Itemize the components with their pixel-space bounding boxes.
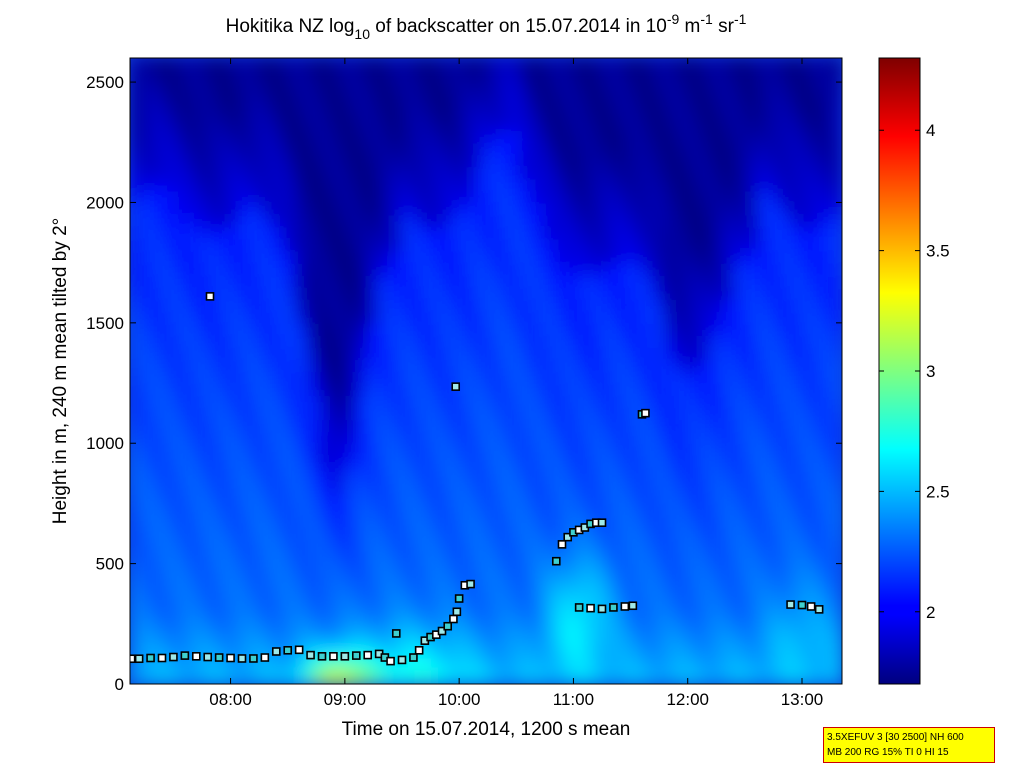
cloud-base-marker bbox=[317, 652, 327, 661]
cloud-base-marker bbox=[597, 604, 607, 614]
cloud-base-marker bbox=[806, 602, 816, 611]
cloud-base-marker bbox=[641, 408, 650, 418]
y-tick-label: 1500 bbox=[86, 314, 124, 333]
x-tick-label: 11:00 bbox=[553, 690, 594, 709]
x-tick-label: 10:00 bbox=[438, 690, 481, 709]
cloud-base-marker bbox=[609, 603, 618, 612]
cloud-base-marker bbox=[157, 653, 167, 663]
cloud-base-marker bbox=[437, 626, 447, 636]
x-tick-label: 12:00 bbox=[666, 690, 709, 709]
cloud-base-marker bbox=[443, 621, 453, 631]
y-tick-label: 500 bbox=[96, 555, 124, 574]
colorbar-ticks: 2 2.5 3 3.5 4 bbox=[879, 121, 950, 622]
cloud-base-marker bbox=[797, 600, 807, 610]
colorbar-tick-label: 2.5 bbox=[926, 482, 950, 501]
x-tick-label: 13:00 bbox=[781, 690, 824, 709]
info-line-2: MB 200 RG 15% TI 0 HI 15 bbox=[827, 747, 949, 758]
cloud-base-marker bbox=[134, 654, 144, 664]
cloud-base-marker bbox=[363, 650, 373, 660]
cloud-base-marker bbox=[409, 653, 418, 662]
cloud-base-marker bbox=[452, 607, 462, 617]
cloud-base-marker bbox=[249, 654, 258, 663]
cloud-base-marker bbox=[260, 653, 270, 662]
y-tick-label: 0 bbox=[115, 675, 124, 694]
cloud-base-marker bbox=[557, 540, 567, 549]
cloud-base-marker bbox=[306, 650, 315, 660]
heatmap-field bbox=[130, 58, 842, 684]
cloud-base-marker bbox=[191, 652, 201, 661]
x-axis-label: Time on 15.07.2014, 1200 s mean bbox=[342, 719, 631, 740]
cloud-base-marker bbox=[454, 594, 464, 603]
y-axis-label: Height in m, 240 m mean tilted by 2° bbox=[50, 218, 71, 524]
cloud-base-marker bbox=[449, 614, 458, 624]
cloud-base-marker bbox=[180, 651, 190, 660]
cloud-base-marker bbox=[203, 652, 213, 662]
cloud-base-marker bbox=[214, 653, 224, 662]
cloud-base-marker bbox=[226, 653, 235, 663]
colorbar-tick-label: 2 bbox=[926, 603, 935, 622]
colorbar-tick-label: 4 bbox=[926, 121, 935, 140]
cloud-base-marker bbox=[563, 532, 573, 542]
cloud-base-marker bbox=[283, 645, 293, 655]
cloud-base-markers bbox=[130, 292, 824, 666]
cloud-base-marker bbox=[397, 655, 407, 665]
cloud-base-marker bbox=[294, 645, 304, 655]
cloud-base-marker bbox=[329, 652, 338, 661]
cloud-base-marker bbox=[351, 651, 361, 660]
x-axis: 08:00 09:00 10:00 11:00 12:00 13:00 bbox=[209, 58, 823, 709]
x-tick-label: 08:00 bbox=[209, 690, 252, 709]
cloud-base-marker bbox=[586, 603, 595, 613]
cloud-base-marker bbox=[628, 601, 638, 611]
cloud-base-marker bbox=[574, 603, 584, 612]
y-tick-label: 2000 bbox=[86, 193, 124, 212]
y-tick-label: 1000 bbox=[86, 434, 124, 453]
cloud-base-marker bbox=[271, 647, 281, 656]
cloud-base-marker bbox=[814, 605, 824, 614]
settings-info-box: 3.5XEFUV 3 [30 2500] NH 600 MB 200 RG 15… bbox=[823, 727, 995, 763]
cloud-base-marker bbox=[391, 629, 401, 638]
info-line-1: 3.5XEFUV 3 [30 2500] NH 600 bbox=[827, 732, 964, 743]
y-tick-label: 2500 bbox=[86, 73, 124, 92]
cloud-base-marker bbox=[237, 654, 247, 663]
colorbar bbox=[878, 57, 921, 685]
cloud-base-marker bbox=[786, 600, 795, 609]
colorbar-tick-label: 3.5 bbox=[926, 242, 950, 261]
x-tick-label: 09:00 bbox=[324, 690, 367, 709]
colorbar-tick-label: 3 bbox=[926, 362, 935, 381]
cloud-base-marker bbox=[169, 652, 178, 662]
cloud-base-marker bbox=[620, 602, 630, 611]
cloud-base-marker bbox=[551, 556, 561, 566]
y-axis: 0 500 1000 1500 2000 2500 bbox=[86, 73, 842, 694]
cloud-base-marker bbox=[146, 653, 155, 663]
cloud-base-marker bbox=[466, 579, 475, 589]
cloud-base-marker bbox=[340, 652, 350, 661]
cloud-base-marker bbox=[597, 518, 607, 527]
cloud-base-marker bbox=[130, 654, 136, 664]
cloud-base-marker bbox=[414, 645, 424, 655]
cloud-base-marker bbox=[386, 656, 395, 666]
plot-frame bbox=[129, 57, 843, 685]
chart-title: Hokitika NZ log10 of backscatter on 15.0… bbox=[226, 11, 747, 42]
cloud-base-marker bbox=[451, 382, 461, 391]
cloud-base-marker bbox=[205, 292, 215, 301]
